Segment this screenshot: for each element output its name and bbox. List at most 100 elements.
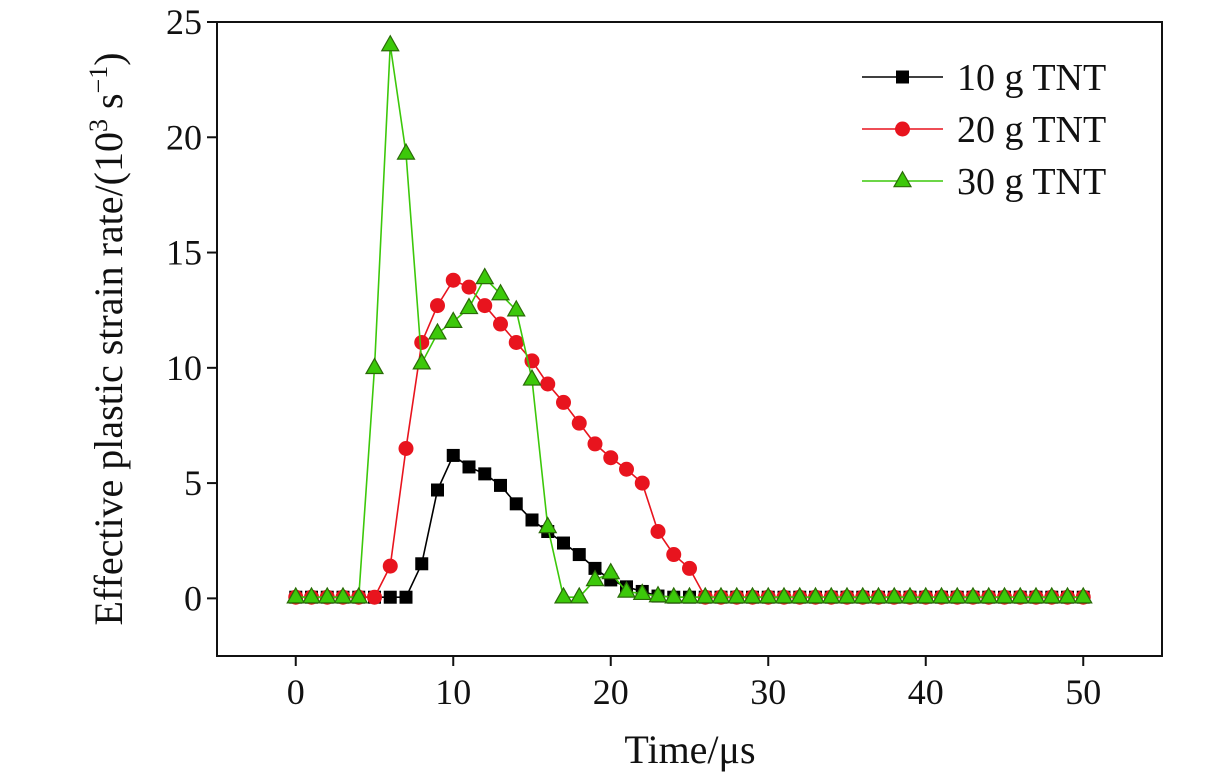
data-point (430, 298, 445, 314)
y-axis-label-exponent: 3 (84, 119, 113, 132)
data-point (1057, 586, 1078, 604)
data-point (837, 586, 857, 604)
y-axis-label-unit: s (86, 93, 131, 119)
y-axis-label-main: Effective plastic strain rate/(10 (86, 132, 131, 626)
y-axis-label-end: ) (86, 52, 131, 65)
data-point (790, 586, 810, 604)
data-point (727, 586, 747, 604)
y-tick-label: 15 (166, 233, 202, 273)
data-point (493, 316, 508, 332)
data-point (301, 586, 322, 604)
data-point (711, 586, 731, 604)
data-point (475, 267, 495, 285)
data-point (587, 436, 603, 452)
legend: 10 g TNT 20 g TNT 30 g TNT (862, 57, 1106, 203)
data-point (853, 586, 873, 604)
data-point (522, 368, 542, 386)
data-point (399, 590, 413, 604)
data-point (557, 536, 570, 550)
data-point (1042, 586, 1062, 604)
y-tick-label: 5 (184, 463, 202, 503)
data-point (916, 586, 936, 604)
data-point (431, 483, 444, 497)
legend-marker (895, 121, 910, 137)
data-point (494, 478, 507, 492)
data-point (979, 586, 999, 604)
data-point (632, 583, 652, 601)
data-point (412, 352, 432, 370)
series-3 (286, 34, 1093, 604)
data-point (648, 585, 668, 603)
legend-label: 10 g TNT (957, 57, 1106, 99)
data-point (414, 334, 430, 350)
legend-marker (892, 170, 913, 188)
data-point (540, 376, 556, 392)
data-point (461, 279, 477, 295)
data-point (1026, 586, 1046, 604)
data-point (821, 586, 841, 604)
data-point (947, 586, 967, 604)
data-point (963, 586, 983, 604)
series-1 (289, 448, 1090, 604)
data-point (695, 586, 715, 604)
data-point (509, 497, 523, 511)
y-axis-ticks: 0 5 10 15 20 25 (166, 2, 217, 618)
data-point (650, 524, 666, 540)
legend-label: 30 g TNT (957, 161, 1106, 203)
data-point (1010, 586, 1030, 604)
legend-entry: 10 g TNT (862, 57, 1106, 99)
data-point (506, 299, 526, 317)
x-tick-label: 30 (750, 672, 786, 712)
data-point (900, 586, 920, 604)
data-point (396, 142, 416, 160)
data-point (758, 586, 778, 604)
series-layer (286, 34, 1093, 605)
data-point (525, 513, 539, 527)
data-point (380, 34, 400, 52)
data-point (679, 586, 700, 604)
data-point (427, 322, 448, 340)
data-point (349, 586, 369, 604)
legend-entry: 20 g TNT (862, 109, 1106, 151)
y-axis-label-exponent-2: −1 (84, 66, 113, 94)
y-tick-label: 25 (166, 2, 202, 42)
data-point (619, 461, 634, 477)
series-line (295, 279, 1084, 599)
x-tick-label: 20 (593, 672, 629, 712)
data-point (508, 334, 524, 350)
data-point (333, 586, 353, 604)
y-tick-label: 20 (166, 117, 202, 157)
data-point (446, 448, 460, 462)
data-point (367, 589, 382, 605)
plot-frame (216, 21, 1163, 657)
data-point (571, 415, 587, 431)
x-tick-label: 50 (1065, 672, 1101, 712)
data-point (538, 516, 558, 534)
data-point (569, 586, 589, 604)
y-tick-label: 10 (166, 348, 202, 388)
data-point (588, 561, 602, 575)
data-point (868, 586, 889, 604)
data-point (603, 450, 619, 466)
data-point (317, 586, 337, 604)
data-point (459, 297, 479, 315)
series-line (295, 454, 1084, 599)
data-point (382, 558, 398, 574)
legend-marker (896, 70, 909, 84)
data-point (490, 283, 511, 301)
data-point (666, 547, 682, 563)
y-axis-label: Effective plastic strain rate/(103 s−1) (84, 52, 131, 625)
y-tick-label: 0 (184, 578, 202, 618)
x-axis-ticks: 0 10 20 30 40 50 (287, 656, 1101, 712)
data-point (553, 586, 574, 604)
data-point (398, 441, 414, 457)
x-tick-label: 10 (435, 672, 471, 712)
data-point (664, 586, 684, 604)
data-point (774, 586, 794, 604)
data-point (742, 586, 763, 604)
data-point (585, 569, 605, 587)
data-point (884, 586, 904, 604)
series-2 (288, 272, 1091, 605)
x-tick-label: 0 (287, 672, 305, 712)
